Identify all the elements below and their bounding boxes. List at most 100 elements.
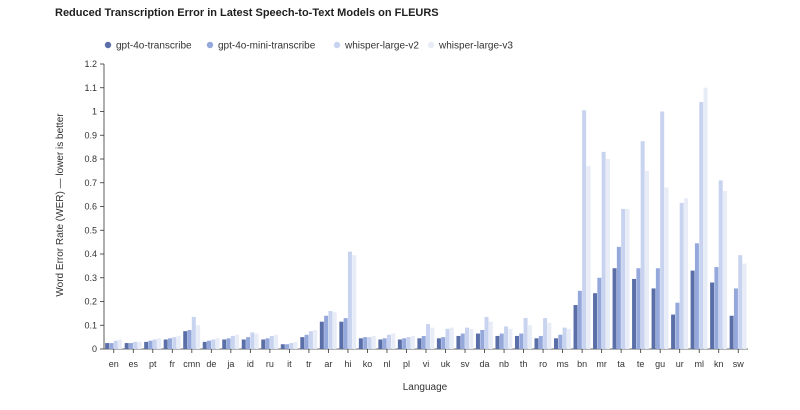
bar [285,344,290,349]
bars [105,87,747,349]
bar [738,255,743,349]
bar [504,326,509,349]
legend-marker [427,41,435,49]
bar [172,337,177,349]
bar [586,166,591,349]
bar [371,335,376,349]
bar-group-ko [358,335,376,349]
bar [514,335,519,349]
bar [538,335,543,349]
bar-group-ro [534,318,552,349]
x-tick-label: nb [499,359,509,369]
bar [347,251,352,349]
legend-item: whisper-large-v3 [427,41,513,52]
bar-group-uk [436,327,454,349]
bar-group-mr [593,151,610,349]
bar [226,338,231,349]
legend-label: gpt-4o-mini-transcribe [218,41,316,52]
bar [241,339,246,349]
x-tick-label: sw [733,359,745,369]
bar [144,341,149,349]
bar [163,339,168,349]
bar [636,268,641,349]
bar [671,314,676,349]
bar [495,335,500,349]
bar-group-nl [378,333,396,349]
bar [308,331,313,349]
x-tick-label: ro [539,359,547,369]
bar [222,339,227,349]
bar [406,337,411,349]
bar [644,170,649,349]
bar [367,337,372,349]
bar [699,102,704,349]
x-tick-label: ja [226,359,234,369]
bar [235,334,240,349]
x-tick-label: nl [383,359,390,369]
bar [410,335,415,349]
bar [137,341,142,349]
bar [597,277,602,349]
legend-item: gpt-4o-mini-transcribe [206,41,316,52]
bar [274,334,279,349]
y-tick-label: 0.7 [84,178,97,188]
legend-marker [104,41,112,49]
bar [124,343,129,349]
bar [694,243,699,349]
bar [352,255,357,349]
y-tick-label: 1 [92,107,97,117]
x-tick-label: ml [694,359,704,369]
bar [577,290,582,349]
bar-group-th [514,318,532,349]
bar-group-cmn [183,316,201,349]
x-tick-label: es [129,359,139,369]
bar [441,337,446,349]
bar [386,334,391,349]
axis-labels: Word Error Rate (WER) — lower is better … [55,113,448,393]
legend-label: whisper-large-v3 [438,41,513,52]
bar [293,341,298,349]
bar [605,159,610,349]
x-tick-label: gu [655,359,665,369]
bar [554,338,559,349]
legend: gpt-4o-transcribe gpt-4o-mini-transcribe w… [104,41,513,52]
bar [304,334,309,349]
y-tick-label: 0.8 [84,154,97,164]
x-tick-label: hi [344,359,351,369]
bar [261,339,266,349]
bar [148,340,153,349]
x-tick-label: ur [676,359,684,369]
bar [742,263,747,349]
bar [733,288,738,349]
bar [324,315,329,349]
bar [280,344,285,349]
bar [558,334,563,349]
bar [183,331,188,349]
x-tick-label: ar [324,359,332,369]
legend-item: whisper-large-v2 [333,41,419,52]
bar-group-ml [690,87,708,349]
bar [456,335,461,349]
bar [196,325,201,349]
x-tick-label: id [247,359,254,369]
bar [300,337,305,349]
bar [358,338,363,349]
bar [246,337,251,349]
bar [215,338,220,349]
bar [397,339,402,349]
legend-item: gpt-4o-transcribe [104,41,192,52]
x-tick-label: it [287,359,292,369]
bar [718,180,723,349]
bar [621,208,626,349]
bar [543,318,548,349]
bar [426,324,430,349]
bar [157,338,162,349]
y-tick-label: 1.2 [84,59,97,69]
legend-marker [333,41,341,49]
bar [664,187,669,349]
bar [250,332,255,349]
legend-label: gpt-4o-transcribe [116,41,192,52]
bar [714,267,719,349]
bar [508,328,513,349]
